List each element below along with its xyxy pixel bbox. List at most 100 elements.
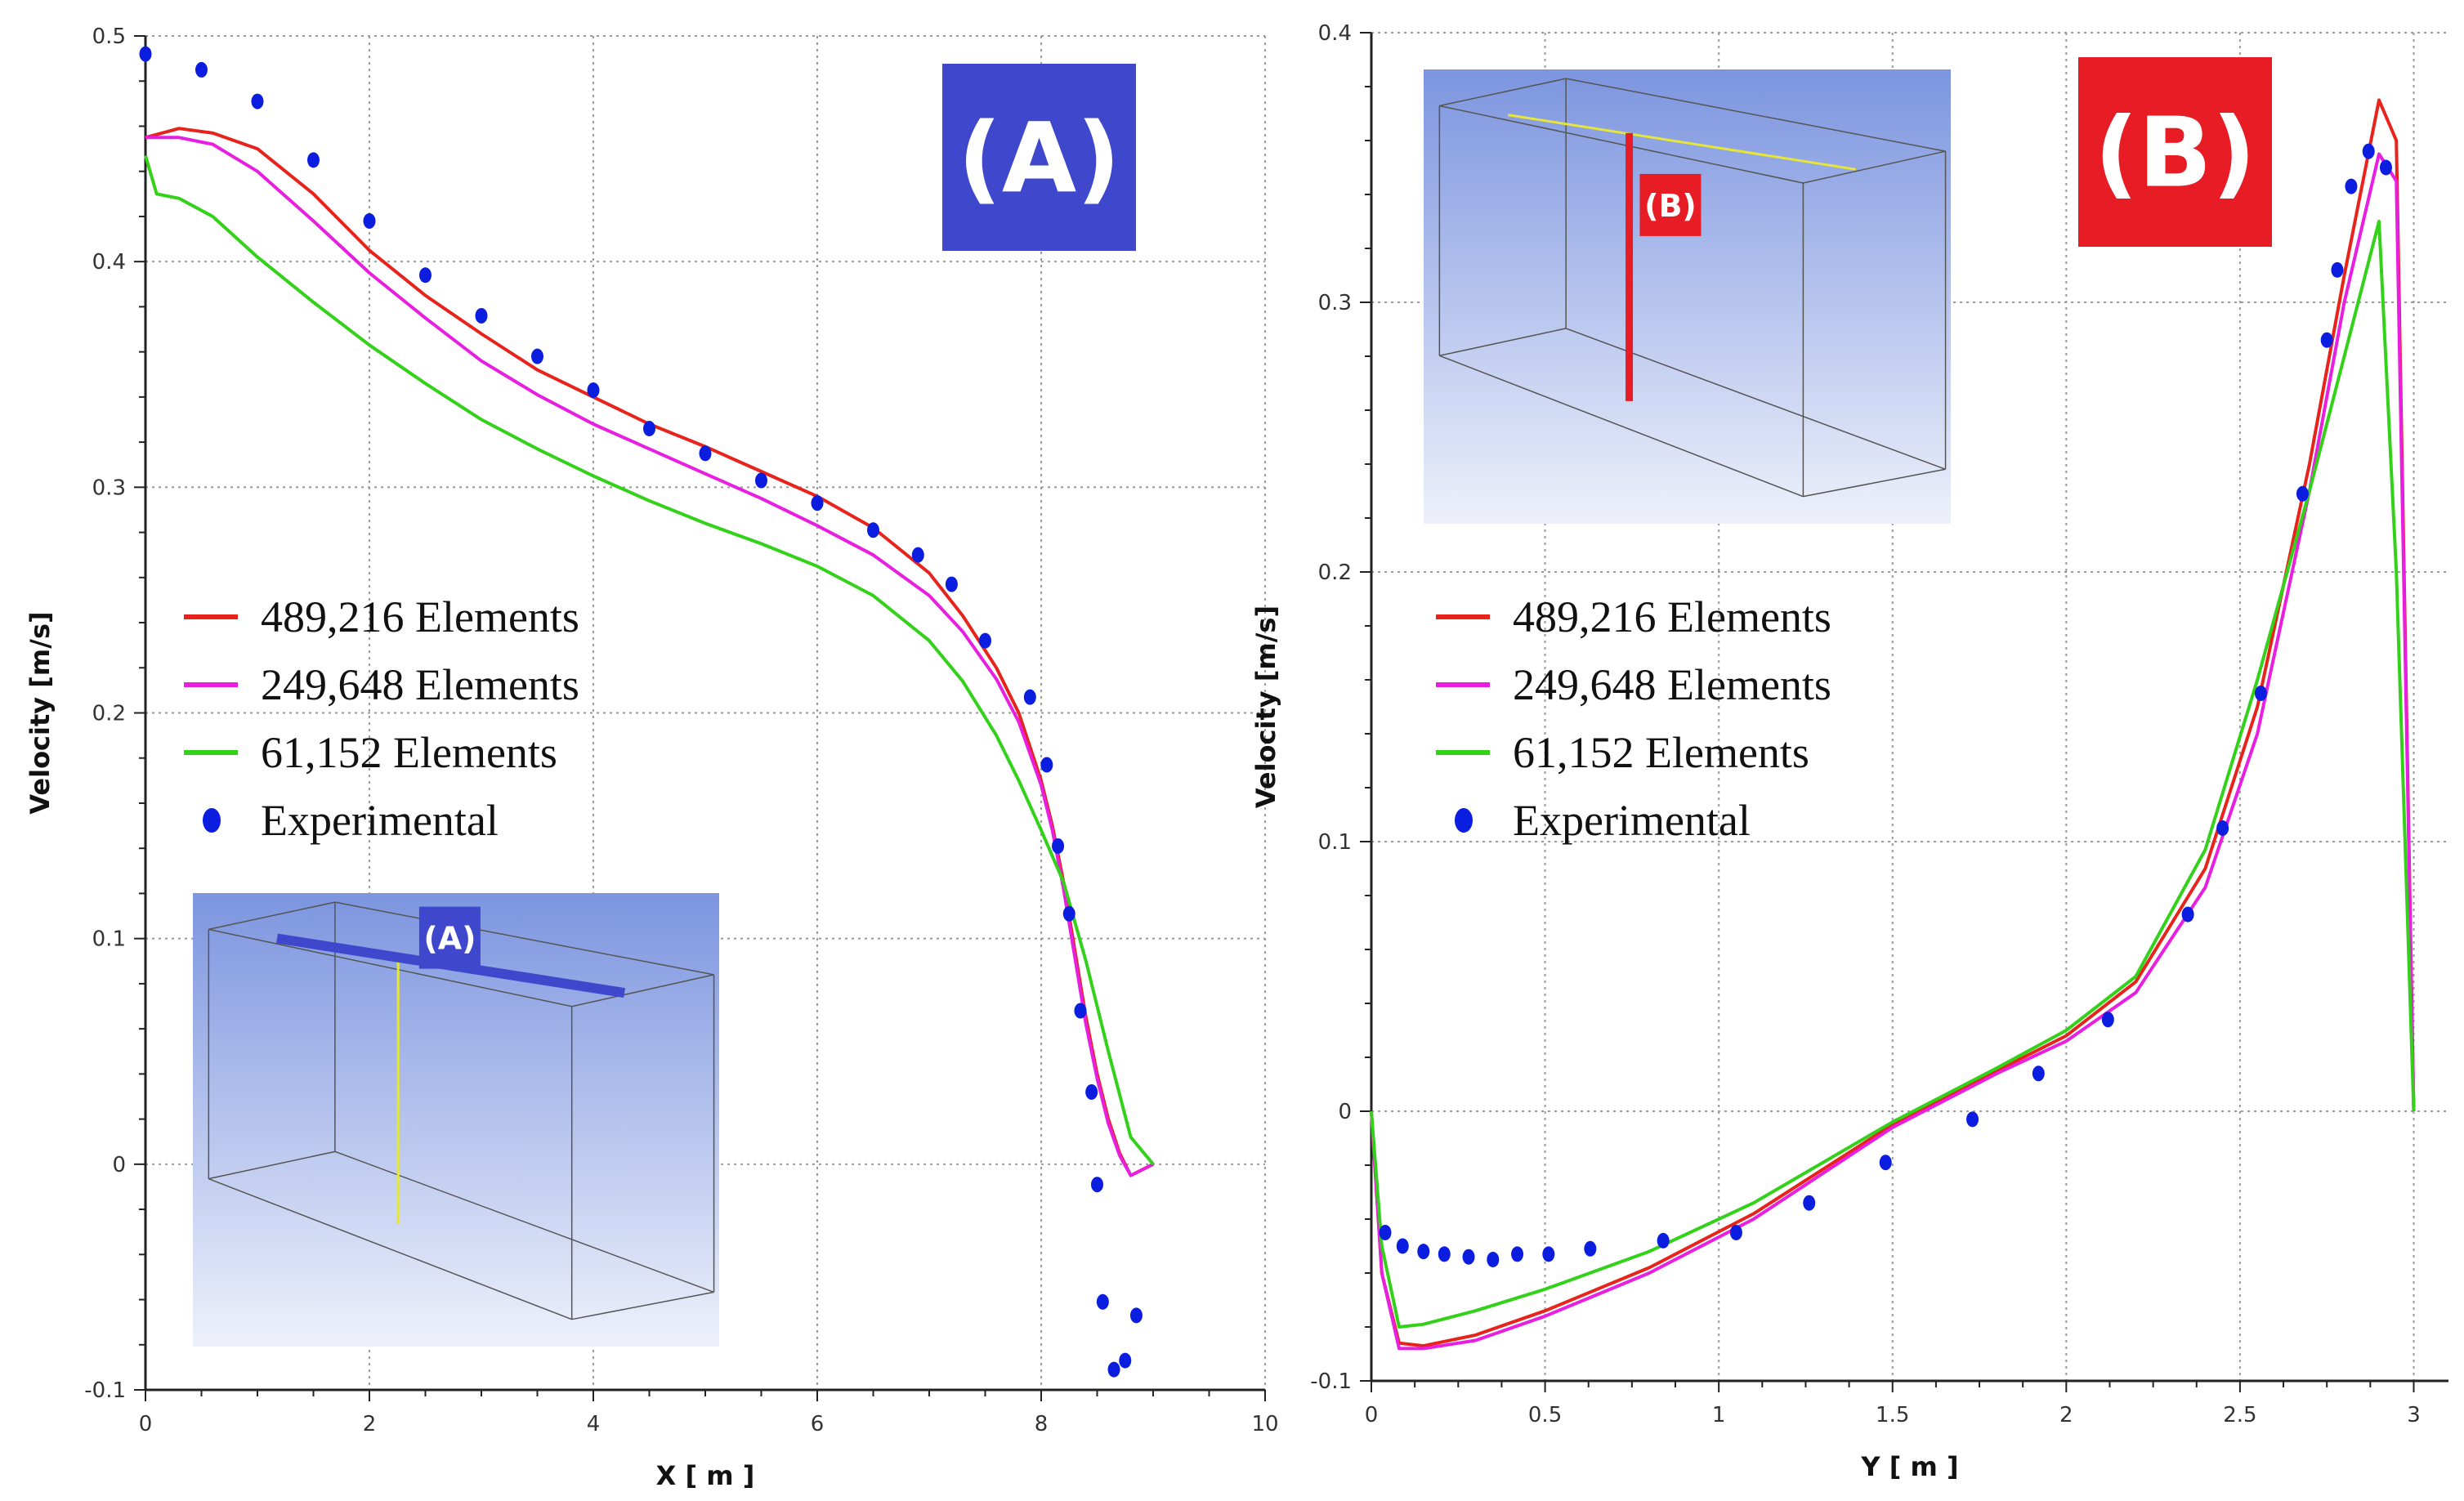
data-point <box>1487 1252 1500 1267</box>
y-tick-label: 0.3 <box>1318 291 1352 315</box>
chart-panel-b: 0 0.5 1 1.5 2 2.5 3 -0.1 0 0.1 0.2 0.3 0.4 Y [ m ] Vel… <box>1250 21 2448 1482</box>
y-tick-label: 0.4 <box>1318 21 1352 46</box>
y-tick-label: 0 <box>112 1153 126 1177</box>
inset-box-edge <box>1803 150 1946 184</box>
data-point <box>1584 1240 1597 1257</box>
data-point <box>1107 1361 1120 1378</box>
data-point <box>1096 1293 1109 1310</box>
legend-b: 489,216 Elements 249,648 Elements 61,152 E… <box>1436 592 1831 845</box>
data-point <box>945 576 958 592</box>
data-point <box>1023 689 1036 705</box>
data-point <box>1074 1003 1087 1019</box>
data-point <box>2345 178 2358 194</box>
data-point <box>1119 1352 1132 1369</box>
data-point <box>1129 1307 1143 1324</box>
data-point <box>251 93 264 109</box>
y-tick-label: 0.1 <box>92 927 126 952</box>
x-tick-label: 6 <box>811 1412 825 1436</box>
series-a-3 <box>139 46 1143 1378</box>
x-axis-label: Y [ m ] <box>1860 1451 1958 1482</box>
legend-label: 489,216 Elements <box>1513 592 1831 641</box>
y-tick-label: 0.3 <box>92 476 126 500</box>
data-point <box>1542 1246 1555 1262</box>
data-point <box>755 472 767 489</box>
y-tick-label: -0.1 <box>84 1378 126 1403</box>
y-tick-label: 0 <box>1338 1100 1352 1124</box>
x-axis-label: X [ m ] <box>656 1460 755 1491</box>
x-tick-label: 10 <box>1251 1412 1278 1436</box>
data-point <box>2216 820 2229 836</box>
data-point <box>531 348 543 364</box>
data-point <box>363 212 376 229</box>
inset-box-edge <box>1439 105 1804 184</box>
data-point <box>1052 838 1065 854</box>
data-point <box>2296 485 2309 502</box>
y-axis-label: Velocity [m/s] <box>1250 605 1281 808</box>
x-tick-label: 2 <box>2059 1403 2073 1427</box>
series-a-1 <box>145 136 1154 1177</box>
legend-a: 489,216 Elements 249,648 Elements 61,152 E… <box>184 592 579 845</box>
legend-label: 249,648 Elements <box>1513 660 1831 709</box>
legend-label: 61,152 Elements <box>1513 728 1809 777</box>
y-axis-label: Velocity [m/s] <box>25 611 56 814</box>
data-point <box>1417 1244 1430 1260</box>
legend-marker <box>203 808 221 833</box>
data-point <box>979 632 991 649</box>
series-line <box>145 136 1154 1177</box>
legend-label: Experimental <box>1513 796 1751 845</box>
inset-box-edge <box>334 901 714 976</box>
inset-box-edge <box>571 974 714 1007</box>
data-point <box>2254 686 2267 701</box>
data-point <box>307 152 320 168</box>
inset-tag-label: (A) <box>423 921 476 957</box>
inset-b: (B) <box>1424 69 1951 524</box>
inset-box-edge <box>208 901 336 931</box>
x-tick-label: 8 <box>1035 1412 1049 1436</box>
panel-badge-label: (A) <box>958 101 1120 214</box>
legend-label: 249,648 Elements <box>261 660 579 709</box>
inset-background <box>1424 69 1951 524</box>
series-b-3 <box>1379 143 2392 1267</box>
data-point <box>2320 332 2333 348</box>
data-point <box>1040 757 1053 773</box>
inset-tag-label: (B) <box>1644 188 1697 224</box>
series-b-2 <box>1370 220 2416 1329</box>
inset-box-edge <box>208 1177 572 1320</box>
series-b-0 <box>1370 98 2416 1348</box>
x-tick-label: 3 <box>2407 1403 2421 1427</box>
y-tick-label: 0.5 <box>92 25 126 49</box>
x-tick-label: 0.5 <box>1528 1403 1562 1427</box>
x-tick-label: 0 <box>139 1412 153 1436</box>
series-line <box>144 154 1155 1166</box>
legend-marker <box>1455 808 1473 833</box>
legend-label: 489,216 Elements <box>261 592 579 641</box>
y-tick-label: 0.2 <box>92 702 126 726</box>
inset-box-edge <box>1439 328 1567 357</box>
inset-box-edge <box>208 928 572 1007</box>
data-point <box>419 267 432 284</box>
data-point <box>1803 1195 1816 1211</box>
data-point <box>2362 143 2375 159</box>
inset-box-edge <box>1439 78 1567 107</box>
chart-panel-a: 0 2 4 6 8 10 -0.1 0 0.1 0.2 0.3 0.4 0.5 X [ m ] Veloci… <box>25 25 1279 1491</box>
data-point <box>2331 261 2344 278</box>
series-line <box>1370 98 2416 1348</box>
x-tick-label: 0 <box>1365 1403 1379 1427</box>
y-tick-label: -0.1 <box>1310 1369 1352 1394</box>
data-point <box>195 61 208 78</box>
data-point <box>1438 1246 1451 1262</box>
legend-label: 61,152 Elements <box>261 728 557 777</box>
data-point <box>1511 1246 1524 1262</box>
x-tick-label: 2.5 <box>2223 1403 2256 1427</box>
data-point <box>1085 1083 1098 1100</box>
x-tick-label: 1.5 <box>1876 1403 1909 1427</box>
y-tick-label: 0.1 <box>1318 830 1352 855</box>
data-point <box>1462 1249 1475 1265</box>
inset-secondary-line <box>1507 114 1857 171</box>
data-point <box>2101 1012 2114 1028</box>
data-point <box>2379 159 2392 176</box>
inset-box-edge <box>208 1150 336 1180</box>
x-tick-label: 4 <box>587 1412 601 1436</box>
